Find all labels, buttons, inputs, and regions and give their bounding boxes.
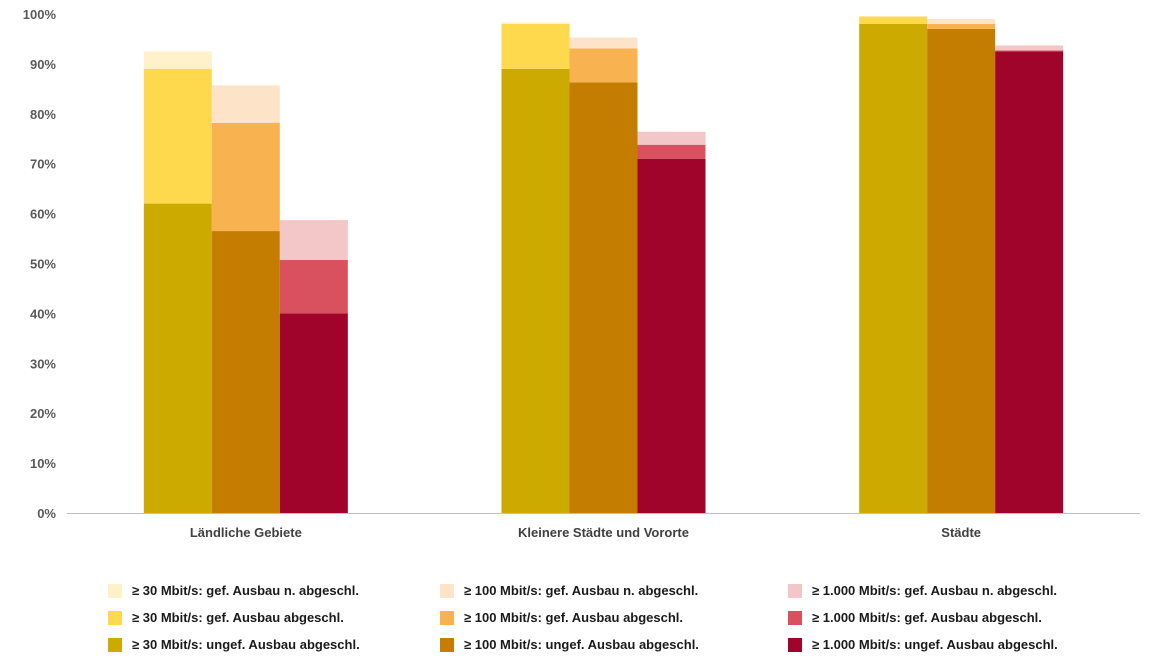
bar-segment	[995, 51, 1064, 514]
legend-item: ≥ 1.000 Mbit/s: gef. Ausbau abgeschl.	[788, 610, 1042, 625]
bar-segment	[501, 23, 570, 69]
legend-item: ≥ 30 Mbit/s: ungef. Ausbau abgeschl.	[108, 637, 360, 652]
y-tick-label: 30%	[30, 356, 56, 371]
legend-swatch	[788, 637, 802, 652]
bar-segment	[927, 18, 996, 24]
y-tick-label: 20%	[30, 406, 56, 421]
x-tick-label: Kleinere Städte und Vororte	[518, 525, 689, 540]
y-tick-label: 80%	[30, 107, 56, 122]
legend-label: ≥ 30 Mbit/s: gef. Ausbau n. abgeschl.	[132, 583, 359, 598]
legend-label: ≥ 30 Mbit/s: gef. Ausbau abgeschl.	[132, 610, 344, 625]
bar-segment	[211, 231, 280, 513]
x-axis: Ländliche Gebiete Kleinere Städte und Vor…	[190, 525, 981, 540]
legend-item: ≥ 30 Mbit/s: gef. Ausbau abgeschl.	[108, 610, 344, 625]
bar-segment	[637, 144, 706, 159]
bar-segment	[279, 220, 348, 261]
y-tick-label: 90%	[30, 57, 56, 72]
legend-swatch	[108, 610, 122, 625]
y-axis: 0% 10% 20% 30% 40% 50% 60% 70% 80% 90% 100%	[23, 7, 57, 521]
legend-swatch	[108, 583, 122, 598]
bar-segment	[501, 68, 570, 513]
bar-segment	[569, 48, 638, 83]
bar-segment	[143, 68, 212, 204]
legend-swatch	[108, 637, 122, 652]
bar-segment	[569, 37, 638, 49]
x-tick-label: Städte	[941, 525, 981, 540]
y-tick-label: 70%	[30, 157, 56, 172]
bars	[143, 16, 1064, 514]
legend-label: ≥ 100 Mbit/s: gef. Ausbau n. abgeschl.	[464, 583, 699, 598]
bar-segment	[143, 203, 212, 513]
legend-swatch	[440, 610, 454, 625]
legend-label: ≥ 30 Mbit/s: ungef. Ausbau abgeschl.	[132, 637, 360, 652]
bar-segment	[279, 260, 348, 314]
x-tick-label: Ländliche Gebiete	[190, 525, 302, 540]
legend-label: ≥ 1.000 Mbit/s: gef. Ausbau n. abgeschl.	[812, 583, 1058, 598]
bar-segment	[995, 50, 1064, 52]
y-tick-label: 60%	[30, 207, 56, 222]
legend-item: ≥ 1.000 Mbit/s: gef. Ausbau n. abgeschl.	[788, 583, 1057, 598]
bar-segment	[927, 28, 996, 513]
y-tick-label: 50%	[30, 257, 56, 272]
bar-segment	[859, 23, 928, 513]
y-tick-label: 10%	[30, 456, 56, 471]
bar-segment	[211, 122, 280, 232]
legend-item: ≥ 100 Mbit/s: gef. Ausbau n. abgeschl.	[440, 583, 698, 598]
legend-swatch	[788, 583, 802, 598]
bar-segment	[211, 85, 280, 123]
legend-item: ≥ 30 Mbit/s: gef. Ausbau n. abgeschl.	[108, 583, 359, 598]
bar-segment	[637, 131, 706, 145]
y-tick-label: 40%	[30, 306, 56, 321]
bar-segment	[501, 22, 570, 24]
legend-swatch	[440, 583, 454, 598]
legend-swatch	[788, 610, 802, 625]
legend-item: ≥ 1.000 Mbit/s: ungef. Ausbau abgeschl.	[788, 637, 1058, 652]
bar-segment	[143, 51, 212, 69]
legend-item: ≥ 100 Mbit/s: ungef. Ausbau abgeschl.	[440, 637, 699, 652]
bar-segment	[859, 16, 928, 24]
legend-label: ≥ 1.000 Mbit/s: gef. Ausbau abgeschl.	[812, 610, 1042, 625]
bar-segment	[569, 82, 638, 513]
stacked-bar-chart: 0% 10% 20% 30% 40% 50% 60% 70% 80% 90% 100% Ländli…	[23, 7, 1140, 540]
legend-label: ≥ 100 Mbit/s: gef. Ausbau abgeschl.	[464, 610, 684, 625]
bar-segment	[279, 313, 348, 513]
bar-segment	[927, 23, 996, 29]
legend-label: ≥ 100 Mbit/s: ungef. Ausbau abgeschl.	[464, 637, 699, 652]
legend-item: ≥ 100 Mbit/s: gef. Ausbau abgeschl.	[440, 610, 683, 625]
bar-segment	[637, 158, 706, 513]
bar-segment	[995, 45, 1064, 51]
legend-label: ≥ 1.000 Mbit/s: ungef. Ausbau abgeschl.	[812, 637, 1058, 652]
y-tick-label: 100%	[23, 7, 57, 22]
legend-swatch	[440, 637, 454, 652]
y-tick-label: 0%	[37, 506, 56, 521]
